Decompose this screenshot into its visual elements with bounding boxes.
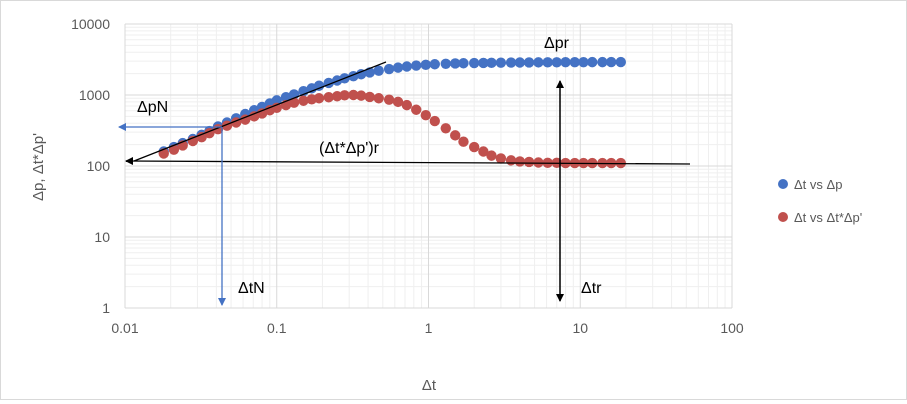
x-tick-label: 100 [720, 320, 744, 336]
data-point-delta-p [578, 56, 589, 68]
y-tick-label: 10000 [71, 16, 110, 32]
legend: Δt vs Δp Δt vs Δt*Δp' [778, 177, 862, 225]
y-tick-label: 10 [94, 229, 110, 245]
data-point-derivative [468, 141, 480, 153]
data-point-derivative [323, 92, 334, 103]
data-point-delta-p [560, 57, 571, 68]
data-point-derivative [429, 115, 440, 127]
data-point-delta-p [597, 56, 608, 68]
x-tick-label: 0.1 [267, 320, 287, 336]
x-tick-label: 10 [572, 320, 588, 336]
data-point-derivative [495, 153, 507, 164]
data-point-derivative [355, 90, 367, 101]
data-point-delta-p [271, 95, 282, 106]
y-tick-label: 1000 [79, 87, 110, 103]
data-point-derivative [458, 136, 469, 147]
data-point-derivative [373, 93, 384, 104]
annotation-radial: (Δt*Δp')r [319, 140, 380, 157]
data-point-delta-p [587, 56, 598, 68]
data-point-delta-p [486, 57, 497, 69]
data-point-delta-p [505, 57, 517, 68]
data-point-derivative [411, 104, 422, 115]
data-point-derivative [288, 97, 300, 108]
y-tick-label: 100 [87, 158, 111, 174]
data-point-derivative [486, 150, 497, 161]
y-tick-labels: 1 10 100 1000 10000 [71, 16, 110, 316]
annotation-delta-tr: Δtr [581, 280, 602, 297]
data-point-delta-p [606, 56, 617, 68]
data-point-delta-p [420, 59, 432, 71]
y-tick-label: 1 [102, 300, 110, 316]
data-point-derivative [420, 109, 432, 121]
legend-label-delta-p: Δt vs Δp [794, 177, 842, 192]
legend-label-derivative: Δt vs Δt*Δp' [794, 210, 862, 225]
y-axis-title: Δp, Δt*Δp' [30, 133, 47, 201]
data-point-delta-p [533, 57, 544, 68]
data-point-derivative [392, 96, 404, 108]
data-point-delta-p [429, 59, 440, 70]
data-point-delta-p [514, 57, 526, 68]
data-point-derivative [514, 156, 526, 167]
data-point-delta-p [478, 57, 489, 69]
annotation-delta-tn: ΔtN [238, 280, 265, 297]
legend-marker-delta-p [778, 179, 788, 189]
series-delta-p [158, 56, 626, 157]
data-point-delta-p [411, 60, 422, 71]
data-point-delta-p [355, 69, 367, 80]
data-point-derivative [533, 157, 544, 168]
data-point-derivative [240, 114, 251, 125]
major-gridlines [124, 23, 733, 309]
data-point-delta-p [401, 61, 413, 72]
data-point-delta-p [440, 58, 451, 70]
data-point-delta-p [383, 63, 395, 75]
data-point-derivative [478, 146, 489, 157]
x-tick-label: 0.01 [111, 320, 138, 336]
data-point-delta-p [495, 57, 507, 68]
data-point-derivative [401, 99, 413, 111]
data-point-derivative [383, 94, 395, 105]
data-point-delta-p [458, 58, 469, 69]
data-point-derivative [271, 102, 282, 114]
data-point-derivative [523, 156, 535, 168]
data-point-derivative [364, 91, 375, 103]
x-tick-label: 1 [425, 320, 433, 336]
data-point-delta-p [392, 62, 404, 73]
data-point-derivative [248, 111, 260, 122]
data-point-derivative [440, 123, 451, 134]
x-tick-labels: 0.01 0.1 1 10 100 [111, 320, 744, 336]
data-point-delta-p [313, 80, 325, 91]
data-point-derivative [450, 130, 461, 141]
legend-marker-derivative [778, 212, 788, 222]
data-point-derivative [196, 131, 207, 143]
data-point-delta-p [615, 56, 626, 68]
data-point-delta-p [551, 57, 562, 68]
data-point-delta-p [542, 57, 553, 68]
data-point-derivative [298, 95, 309, 106]
data-point-derivative [313, 93, 325, 104]
slope-tangent-line [133, 61, 387, 162]
x-axis-title: Δt [422, 377, 437, 394]
annotation-delta-pr: Δpr [544, 35, 570, 52]
data-point-delta-p [569, 56, 580, 68]
data-point-delta-p [523, 57, 535, 68]
radial-flow-line [125, 157, 691, 166]
data-point-derivative [505, 155, 517, 166]
data-point-derivative [348, 89, 359, 101]
data-point-delta-p [450, 58, 461, 69]
data-point-derivative [339, 90, 350, 101]
data-point-delta-p [373, 65, 384, 76]
data-point-delta-p [468, 57, 480, 69]
annotation-delta-pn: ΔpN [137, 99, 168, 116]
